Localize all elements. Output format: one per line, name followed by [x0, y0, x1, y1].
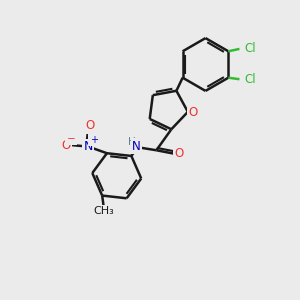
Text: O: O [175, 147, 184, 161]
Text: +: + [90, 135, 98, 145]
Text: −: − [67, 134, 75, 144]
Text: O: O [188, 106, 197, 119]
Text: Cl: Cl [245, 73, 256, 86]
Text: H: H [128, 137, 136, 147]
Text: O: O [62, 139, 71, 152]
Text: O: O [85, 119, 94, 132]
Text: CH₃: CH₃ [93, 206, 114, 216]
Text: Cl: Cl [245, 42, 256, 56]
Text: N: N [84, 140, 93, 153]
Text: N: N [132, 140, 141, 153]
